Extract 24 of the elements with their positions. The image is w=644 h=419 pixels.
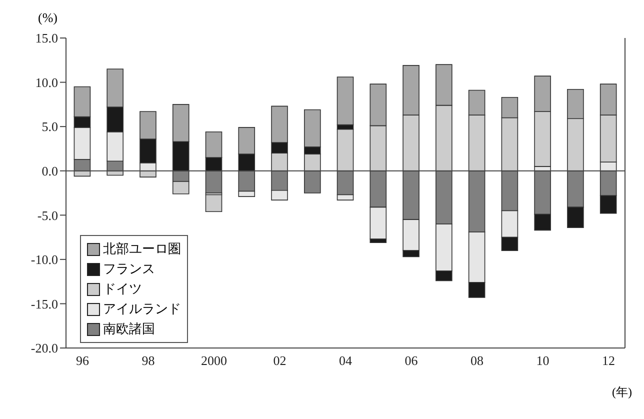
y-tick-label: -5.0: [37, 208, 58, 223]
y-axis-title: (%): [38, 10, 58, 26]
legend-label: 北部ユーロ圏: [103, 240, 181, 258]
legend-label: フランス: [103, 260, 155, 278]
legend-label: アイルランド: [103, 300, 181, 318]
y-tick-label: -15.0: [30, 296, 58, 312]
legend-label: ドイツ: [103, 280, 142, 298]
y-tick-label: 0.0: [42, 163, 58, 178]
x-tick-label: 08: [470, 353, 484, 368]
x-tick-label: 02: [273, 353, 286, 368]
x-tick-label: 2000: [200, 353, 227, 368]
x-tick-label: 98: [142, 353, 155, 368]
y-tick-label: -20.0: [30, 340, 58, 356]
y-tick-label: 15.0: [35, 30, 58, 46]
x-tick-label: 06: [404, 353, 418, 368]
x-tick-label: 96: [76, 353, 90, 368]
y-tick-label: -10.0: [30, 252, 58, 268]
y-tick-label: 5.0: [42, 119, 58, 134]
x-tick-label: 10: [536, 353, 550, 368]
legend-label: 南欧諸国: [103, 320, 155, 338]
y-tick-label: 10.0: [35, 74, 58, 90]
x-axis-title: (年): [612, 384, 632, 401]
x-tick-label: 12: [602, 353, 616, 368]
x-tick-label: 04: [339, 353, 352, 368]
